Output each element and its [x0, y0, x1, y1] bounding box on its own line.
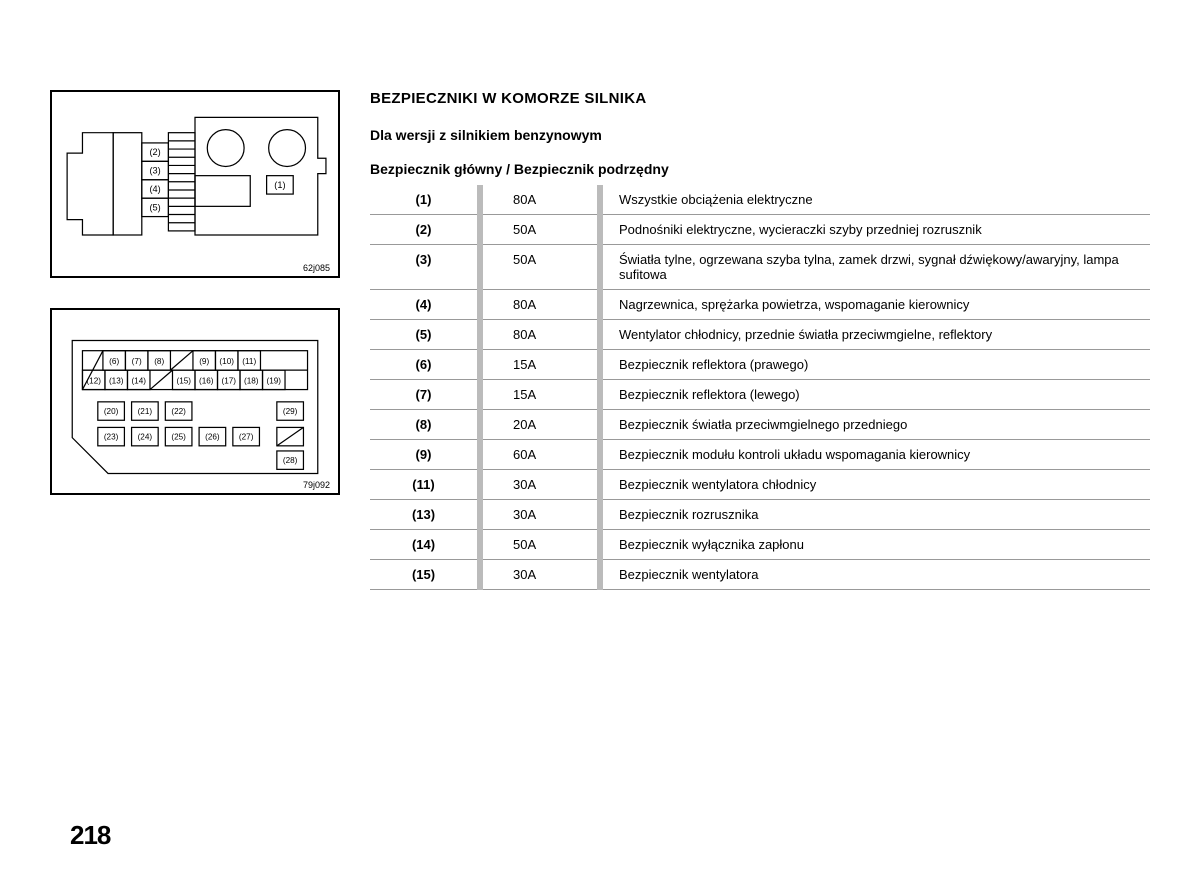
fuse-row: (13)30ABezpiecznik rozrusznika — [370, 500, 1150, 530]
fuse-amperage: 80A — [480, 290, 600, 320]
fuse-row: (7)15ABezpiecznik reflektora (lewego) — [370, 380, 1150, 410]
fuse-number: (13) — [370, 500, 480, 530]
svg-text:(20): (20) — [104, 407, 119, 416]
svg-text:(26): (26) — [205, 432, 220, 441]
figures-column: (2) (3) (4) (5) (1) 62j085 — [50, 90, 340, 590]
fuse-row: (14)50ABezpiecznik wyłącznika zapłonu — [370, 530, 1150, 560]
svg-text:(10): (10) — [219, 357, 234, 366]
fuse-description: Bezpiecznik światła przeciwmgielnego prz… — [600, 410, 1150, 440]
fuse-number: (7) — [370, 380, 480, 410]
heading-main: BEZPIECZNIKI W KOMORZE SILNIKA — [370, 90, 1150, 107]
fuse-number: (11) — [370, 470, 480, 500]
svg-text:(29): (29) — [283, 407, 298, 416]
figure-top: (2) (3) (4) (5) (1) 62j085 — [50, 90, 340, 278]
fuse-amperage: 80A — [480, 185, 600, 215]
fuse-description: Bezpiecznik reflektora (prawego) — [600, 350, 1150, 380]
fuse-number: (3) — [370, 245, 480, 290]
fuse-row: (1)80AWszystkie obciążenia elektryczne — [370, 185, 1150, 215]
fuse-row: (15)30ABezpiecznik wentylatora — [370, 560, 1150, 590]
fuse-amperage: 15A — [480, 350, 600, 380]
svg-text:(15): (15) — [176, 376, 191, 385]
fuse-row: (2)50APodnośniki elektryczne, wycieraczk… — [370, 215, 1150, 245]
svg-text:(12): (12) — [86, 376, 101, 385]
svg-text:(21): (21) — [138, 407, 153, 416]
svg-text:(23): (23) — [104, 432, 119, 441]
svg-text:(25): (25) — [171, 432, 186, 441]
fuse-number: (4) — [370, 290, 480, 320]
fuse-amperage: 80A — [480, 320, 600, 350]
fuse-description: Światła tylne, ogrzewana szyba tylna, za… — [600, 245, 1150, 290]
fuse-description: Wszystkie obciążenia elektryczne — [600, 185, 1150, 215]
svg-text:(4): (4) — [149, 184, 160, 194]
fuse-row: (6)15ABezpiecznik reflektora (prawego) — [370, 350, 1150, 380]
fuse-amperage: 60A — [480, 440, 600, 470]
fuse-number: (5) — [370, 320, 480, 350]
fuse-description: Bezpiecznik modułu kontroli układu wspom… — [600, 440, 1150, 470]
svg-text:(14): (14) — [131, 376, 146, 385]
fuse-amperage: 50A — [480, 530, 600, 560]
fuse-row: (5)80AWentylator chłodnicy, przednie świ… — [370, 320, 1150, 350]
fuse-number: (1) — [370, 185, 480, 215]
fuse-description: Wentylator chłodnicy, przednie światła p… — [600, 320, 1150, 350]
svg-text:(6): (6) — [109, 357, 119, 366]
svg-text:(2): (2) — [149, 147, 160, 157]
fuse-amperage: 30A — [480, 500, 600, 530]
page-number: 218 — [70, 820, 110, 851]
svg-text:(17): (17) — [221, 376, 236, 385]
fuse-description: Nagrzewnica, sprężarka powietrza, wspoma… — [600, 290, 1150, 320]
fuse-description: Bezpiecznik wyłącznika zapłonu — [600, 530, 1150, 560]
fuse-row: (3)50AŚwiatła tylne, ogrzewana szyba tyl… — [370, 245, 1150, 290]
fuse-description: Podnośniki elektryczne, wycieraczki szyb… — [600, 215, 1150, 245]
svg-text:(1): (1) — [274, 180, 285, 190]
fuse-row: (9)60ABezpiecznik modułu kontroli układu… — [370, 440, 1150, 470]
fuse-amperage: 50A — [480, 215, 600, 245]
svg-text:(11): (11) — [242, 357, 256, 366]
fuse-description: Bezpiecznik reflektora (lewego) — [600, 380, 1150, 410]
svg-text:(9): (9) — [199, 357, 209, 366]
fuse-table: (1)80AWszystkie obciążenia elektryczne(2… — [370, 185, 1150, 590]
diagram-top: (2) (3) (4) (5) (1) — [62, 102, 328, 266]
text-column: BEZPIECZNIKI W KOMORZE SILNIKA Dla wersj… — [370, 90, 1150, 590]
fuse-row: (4)80ANagrzewnica, sprężarka powietrza, … — [370, 290, 1150, 320]
fuse-number: (14) — [370, 530, 480, 560]
svg-text:(7): (7) — [132, 357, 142, 366]
svg-text:(8): (8) — [154, 357, 164, 366]
figure-bottom: (6) (7) (8) (9) (10) (11) (12) (13) (14)… — [50, 308, 340, 496]
svg-text:(13): (13) — [109, 376, 124, 385]
page-content: (2) (3) (4) (5) (1) 62j085 — [50, 90, 1150, 590]
heading-sub2: Bezpiecznik główny / Bezpiecznik podrzęd… — [370, 161, 1150, 177]
fuse-number: (2) — [370, 215, 480, 245]
fuse-number: (15) — [370, 560, 480, 590]
fuse-amperage: 20A — [480, 410, 600, 440]
fuse-number: (6) — [370, 350, 480, 380]
fuse-number: (8) — [370, 410, 480, 440]
fuse-description: Bezpiecznik wentylatora — [600, 560, 1150, 590]
svg-text:(19): (19) — [267, 376, 282, 385]
fuse-description: Bezpiecznik rozrusznika — [600, 500, 1150, 530]
svg-text:(24): (24) — [138, 432, 153, 441]
fuse-amperage: 30A — [480, 470, 600, 500]
fuse-amperage: 15A — [480, 380, 600, 410]
fuse-amperage: 50A — [480, 245, 600, 290]
fuse-description: Bezpiecznik wentylatora chłodnicy — [600, 470, 1150, 500]
figure-top-caption: 62j085 — [303, 263, 330, 273]
figure-bottom-caption: 79j092 — [303, 480, 330, 490]
fuse-amperage: 30A — [480, 560, 600, 590]
svg-text:(27): (27) — [239, 432, 254, 441]
svg-text:(5): (5) — [149, 202, 160, 212]
svg-text:(18): (18) — [244, 376, 259, 385]
fuse-row: (8)20ABezpiecznik światła przeciwmgielne… — [370, 410, 1150, 440]
fuse-row: (11)30ABezpiecznik wentylatora chłodnicy — [370, 470, 1150, 500]
diagram-bottom: (6) (7) (8) (9) (10) (11) (12) (13) (14)… — [62, 320, 328, 484]
svg-text:(22): (22) — [171, 407, 186, 416]
svg-text:(3): (3) — [149, 166, 160, 176]
svg-text:(16): (16) — [199, 376, 214, 385]
fuse-number: (9) — [370, 440, 480, 470]
heading-sub1: Dla wersji z silnikiem benzynowym — [370, 127, 1150, 143]
svg-text:(28): (28) — [283, 456, 298, 465]
